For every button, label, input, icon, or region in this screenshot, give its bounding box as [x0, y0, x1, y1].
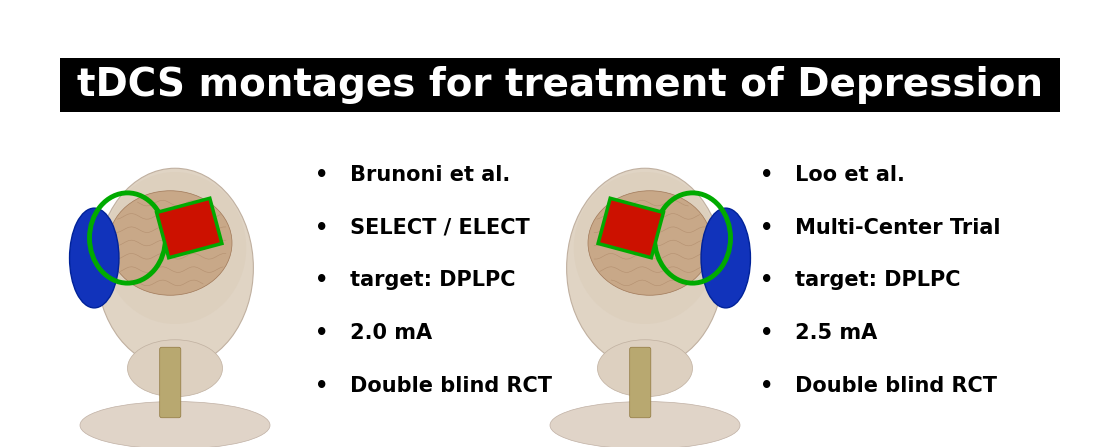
Text: •   Brunoni et al.: • Brunoni et al.: [315, 165, 510, 185]
Text: •   target: DPLPC: • target: DPLPC: [760, 270, 960, 291]
Text: •   Loo et al.: • Loo et al.: [760, 165, 905, 185]
Polygon shape: [598, 198, 663, 258]
Ellipse shape: [109, 191, 232, 295]
Text: tDCS montages for treatment of Depression: tDCS montages for treatment of Depressio…: [77, 66, 1043, 104]
FancyBboxPatch shape: [629, 347, 651, 418]
Text: •   2.5 mA: • 2.5 mA: [760, 323, 878, 343]
Text: •   2.0 mA: • 2.0 mA: [315, 323, 432, 343]
Ellipse shape: [574, 172, 716, 324]
Ellipse shape: [80, 401, 270, 447]
Text: •   Double blind RCT: • Double blind RCT: [760, 376, 997, 396]
Text: •   target: DPLPC: • target: DPLPC: [315, 270, 516, 291]
Ellipse shape: [128, 340, 222, 397]
Text: •   Double blind RCT: • Double blind RCT: [315, 376, 552, 396]
Text: •   SELECT / ELECT: • SELECT / ELECT: [315, 218, 530, 238]
Text: •   Multi-Center Trial: • Multi-Center Trial: [760, 218, 1001, 238]
Ellipse shape: [588, 191, 712, 295]
Ellipse shape: [550, 401, 740, 447]
FancyBboxPatch shape: [160, 347, 180, 418]
Ellipse shape: [566, 168, 724, 368]
Polygon shape: [156, 198, 222, 258]
Ellipse shape: [701, 208, 750, 308]
Bar: [60, 58, 1060, 112]
Ellipse shape: [69, 208, 119, 308]
Ellipse shape: [597, 340, 693, 397]
Ellipse shape: [103, 172, 246, 324]
Ellipse shape: [97, 168, 253, 368]
